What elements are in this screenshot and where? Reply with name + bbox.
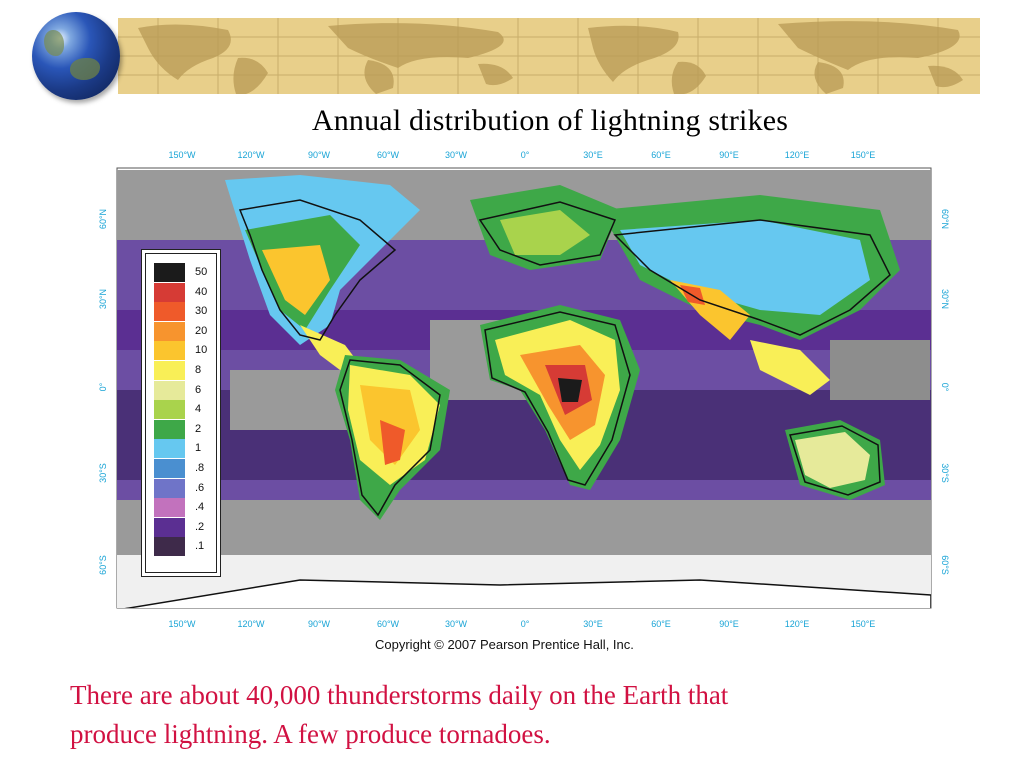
slide-title: Annual distribution of lightning strikes: [311, 104, 789, 137]
legend-label: 30: [195, 305, 208, 318]
legend-label: .2: [195, 520, 205, 533]
legend-label: .1: [195, 540, 205, 553]
legend-swatch: [154, 282, 185, 302]
latitude-label: 60°S: [940, 555, 950, 575]
legend-label: 40: [195, 285, 208, 298]
longitude-label: 0°: [521, 619, 530, 629]
legend-entry: .8: [154, 459, 214, 478]
longitude-label: 30°W: [445, 619, 468, 629]
legend-swatch: [154, 439, 185, 459]
legend-label: 6: [195, 383, 202, 396]
legend-entry: 6: [154, 380, 214, 400]
caption-line-2: produce lightning. A few produce tornado…: [70, 719, 551, 749]
latitude-labels-left: 60°N 30°N 0° 30°S 60°S: [98, 209, 108, 575]
latitude-label: 30°N: [98, 289, 108, 309]
longitude-label: 150°E: [851, 619, 876, 629]
longitude-label: 90°E: [719, 619, 739, 629]
longitude-label: 60°W: [377, 150, 400, 160]
legend-label: 20: [195, 324, 208, 337]
lightning-legend: 50 40 30 20 10 8 6 4 2 1 .8 .6 .4 .2 .1: [141, 249, 221, 577]
latitude-label: 30°S: [98, 463, 108, 483]
legend-entry: .1: [154, 537, 214, 557]
legend-entry: 50: [154, 263, 214, 282]
latitude-label: 30°N: [940, 289, 950, 309]
legend-label: .8: [195, 462, 205, 474]
longitude-label: 0°: [521, 150, 530, 160]
longitude-label: 150°E: [851, 150, 876, 160]
latitude-label: 60°N: [940, 209, 950, 229]
legend-label: .6: [195, 481, 205, 494]
slide-caption: There are about 40,000 thunderstorms dai…: [70, 676, 970, 754]
latitude-label: 0°: [940, 383, 950, 392]
globe-logo: [32, 12, 120, 100]
legend-swatch: [154, 498, 185, 518]
longitude-label: 150°W: [168, 150, 196, 160]
legend-entry: .4: [154, 498, 214, 518]
legend-swatch: [154, 361, 185, 380]
legend-entry: 10: [154, 341, 214, 361]
longitude-label: 60°E: [651, 150, 671, 160]
legend-entry: 40: [154, 282, 214, 302]
longitude-label: 60°E: [651, 619, 671, 629]
banner-world-map: [118, 18, 980, 94]
longitude-label: 120°W: [237, 150, 265, 160]
legend-label: 4: [195, 403, 202, 416]
longitude-label: 120°E: [785, 619, 810, 629]
longitude-label: 90°E: [719, 150, 739, 160]
legend-entry: 30: [154, 302, 214, 322]
latitude-label: 30°S: [940, 463, 950, 483]
longitude-label: 120°E: [785, 150, 810, 160]
legend-swatch: [154, 517, 185, 537]
legend-label: 1: [195, 442, 202, 455]
header-banner: [118, 18, 980, 94]
legend-label: 8: [195, 364, 202, 376]
lightning-map: 150°W 120°W 90°W 60°W 30°W 0° 30°E 60°E 90°E 120°…: [0, 140, 1024, 640]
latitude-label: 0°: [98, 382, 108, 391]
legend-swatch: [154, 263, 185, 282]
latitude-label: 60°N: [98, 209, 108, 229]
legend-swatch: [154, 380, 185, 400]
longitude-labels-bottom: 150°W 120°W 90°W 60°W 30°W 0° 30°E 60°E 90°E 120°…: [168, 619, 875, 629]
legend-swatch: [154, 419, 185, 439]
longitude-labels-top: 150°W 120°W 90°W 60°W 30°W 0° 30°E 60°E 90°E 120°…: [168, 150, 875, 160]
caption-line-1: There are about 40,000 thunderstorms dai…: [70, 680, 729, 710]
legend-swatch: [154, 537, 185, 557]
legend-entry: 4: [154, 400, 214, 420]
legend-swatch: [154, 321, 185, 341]
legend-entry: 20: [154, 321, 214, 341]
copyright-notice: Copyright © 2007 Pearson Prentice Hall, …: [375, 637, 634, 652]
longitude-label: 30°E: [583, 150, 603, 160]
legend-entry: 2: [154, 419, 214, 439]
legend-entry: .6: [154, 478, 214, 498]
longitude-label: 90°W: [308, 150, 331, 160]
legend-entry: .2: [154, 517, 214, 537]
legend-entry: 8: [154, 361, 214, 380]
legend-swatch: [154, 302, 185, 322]
legend-label: .4: [195, 501, 205, 514]
legend-label: 2: [195, 422, 202, 435]
latitude-label: 60°S: [98, 555, 108, 575]
longitude-label: 30°E: [583, 619, 603, 629]
longitude-label: 120°W: [237, 619, 265, 629]
legend-entry: 1: [154, 439, 214, 459]
legend-swatch: [154, 400, 185, 420]
longitude-label: 150°W: [168, 619, 196, 629]
legend-label: 50: [195, 266, 208, 278]
lightning-map-graphic: 150°W 120°W 90°W 60°W 30°W 0° 30°E 60°E 90°E 120°…: [98, 150, 950, 629]
longitude-label: 90°W: [308, 619, 331, 629]
legend-label: 10: [195, 344, 208, 357]
legend-swatch: [154, 341, 185, 361]
legend-swatch: [154, 478, 185, 498]
longitude-label: 30°W: [445, 150, 468, 160]
legend-swatch: [154, 459, 185, 478]
longitude-label: 60°W: [377, 619, 400, 629]
latitude-labels-right: 60°N 30°N 0° 30°S 60°S: [940, 209, 950, 575]
